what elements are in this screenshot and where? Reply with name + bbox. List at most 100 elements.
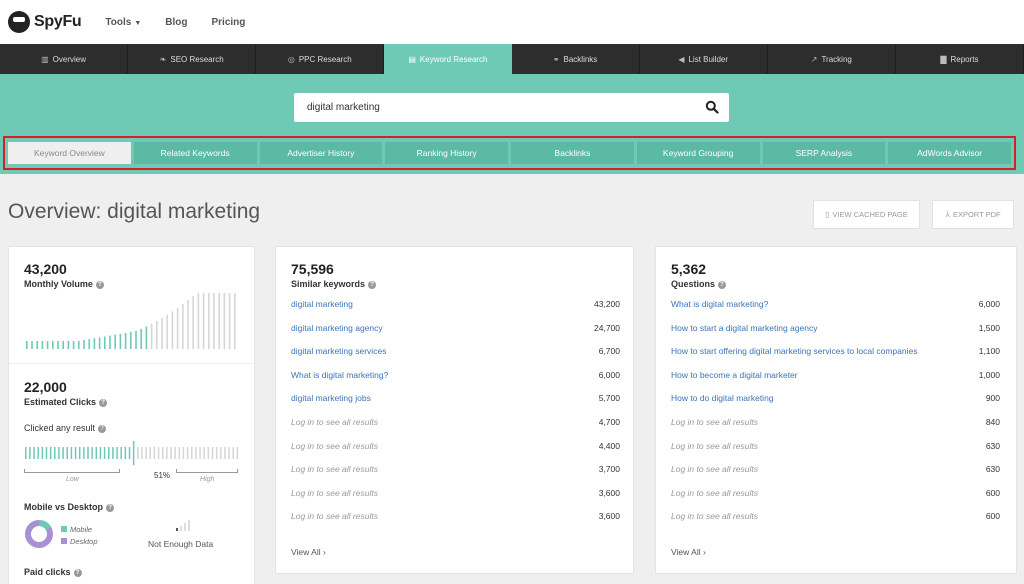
login-prompt[interactable]: Log in to see all results <box>291 511 378 522</box>
login-prompt[interactable]: Log in to see all results <box>671 440 758 451</box>
keyword-link[interactable]: digital marketing jobs <box>291 393 371 404</box>
keyword-link[interactable]: What is digital marketing? <box>671 299 769 309</box>
similar-count: 75,596 <box>291 261 334 277</box>
click-rate-tick <box>128 447 131 459</box>
tab-backlinks[interactable]: Backlinks <box>511 142 634 164</box>
high-range-line <box>176 469 238 473</box>
similar-header: 75,596 Similar keywords? <box>291 261 377 289</box>
list-item: Log in to see all results 840 <box>671 417 1000 441</box>
nav-reports[interactable]: ▇ Reports <box>896 44 1024 74</box>
paid-clicks-heading: Paid clicks? <box>24 567 82 577</box>
volume-bar <box>119 333 122 349</box>
monthly-volume: 43,200 Monthly Volume? <box>24 261 104 289</box>
tab-advertiser-history[interactable]: Advertiser History <box>259 142 383 164</box>
login-prompt[interactable]: Log in to see all results <box>671 487 758 498</box>
low-range-line <box>24 469 120 473</box>
login-prompt[interactable]: Log in to see all results <box>291 487 378 498</box>
login-prompt[interactable]: Log in to see all results <box>671 511 758 522</box>
click-rate-tick <box>116 447 118 459</box>
login-prompt[interactable]: Log in to see all results <box>671 464 758 475</box>
keyword-link[interactable]: How to become a digital marketer <box>671 369 798 380</box>
volume-bar <box>182 304 184 349</box>
search-volume: 1,000 <box>978 369 1000 380</box>
help-icon[interactable]: ? <box>98 424 107 433</box>
volume-bar <box>161 317 163 349</box>
click-range-scale: Low High 51% <box>24 467 239 485</box>
login-prompt[interactable]: Log in to see all results <box>291 464 378 475</box>
click-rate-tick <box>232 447 234 459</box>
tools-menu[interactable]: Tools ▼ <box>105 17 141 28</box>
tab-related-keywords[interactable]: Related Keywords <box>133 142 257 164</box>
click-rate-tick <box>124 447 127 459</box>
search-volume: 630 <box>985 440 1000 451</box>
pricing-link[interactable]: Pricing <box>211 16 246 28</box>
search-icon[interactable] <box>705 100 719 114</box>
keyword-link[interactable]: digital marketing <box>291 299 353 309</box>
list-item: Log in to see all results 4,700 <box>291 417 620 441</box>
help-icon[interactable]: ? <box>99 398 108 407</box>
mobile-swatch <box>61 526 67 532</box>
login-prompt[interactable]: Log in to see all results <box>291 416 378 427</box>
spyfu-logo[interactable]: SpyFu <box>8 11 82 33</box>
keyword-link[interactable]: How to start offering digital marketing … <box>671 346 918 357</box>
click-rate-tick <box>174 447 176 459</box>
volume-bar <box>62 341 64 349</box>
top-nav: Tools ▼ Blog Pricing <box>105 17 245 28</box>
volume-bar <box>78 341 80 349</box>
list-item: Log in to see all results 600 <box>671 488 1000 512</box>
search-volume: 5,700 <box>598 393 620 404</box>
search-input[interactable]: digital marketing <box>294 93 729 122</box>
bar-chart-icon: ▥ <box>41 54 49 64</box>
help-icon[interactable]: ? <box>73 568 82 577</box>
nav-overview[interactable]: ▥ Overview <box>0 44 129 74</box>
tab-adwords-advisor[interactable]: AdWords Advisor <box>888 142 1011 164</box>
tab-keyword-grouping[interactable]: Keyword Grouping <box>636 142 760 164</box>
click-rate-tick <box>203 447 205 459</box>
view-cached-page-button[interactable]: ▯ VIEW CACHED PAGE <box>813 200 920 229</box>
nav-ppc-research[interactable]: ◎ PPC Research <box>256 44 385 74</box>
megaphone-icon: ◀ <box>678 54 685 64</box>
search-volume: 6,000 <box>598 369 620 380</box>
help-icon[interactable]: ? <box>718 280 727 289</box>
view-cached-label: VIEW CACHED PAGE <box>832 210 908 219</box>
click-rate-tick <box>157 447 160 459</box>
search-volume: 3,600 <box>598 511 620 522</box>
keyword-link[interactable]: digital marketing agency <box>291 322 383 333</box>
nav-list-builder[interactable]: ◀ List Builder <box>640 44 768 74</box>
main-nav: ▥ Overview ❧ SEO Research ◎ PPC Research ▤ K… <box>0 44 1024 74</box>
help-icon[interactable]: ? <box>368 280 377 289</box>
blog-link[interactable]: Blog <box>165 16 188 28</box>
keyword-link[interactable]: digital marketing services <box>291 346 387 357</box>
keyword-link[interactable]: What is digital marketing? <box>291 369 389 380</box>
click-rate-tick <box>182 447 185 459</box>
volume-bar <box>114 334 116 349</box>
login-prompt[interactable]: Log in to see all results <box>291 440 378 451</box>
paid-clicks-label: Paid clicks <box>24 567 71 577</box>
tab-ranking-history[interactable]: Ranking History <box>385 142 508 164</box>
pdf-icon: ⅄ <box>945 210 950 219</box>
keyword-link[interactable]: How to do digital marketing <box>671 393 774 404</box>
search-band: digital marketing Keyword Overview Relat… <box>0 74 1024 174</box>
keyword-link[interactable]: How to start a digital marketing agency <box>671 322 818 333</box>
nav-keyword-research[interactable]: ▤ Keyword Research <box>384 44 512 74</box>
volume-bar <box>176 307 179 349</box>
tab-serp-analysis[interactable]: SERP Analysis <box>762 142 886 164</box>
questions-view-all-link[interactable]: View All › <box>671 547 706 557</box>
volume-bar <box>208 293 210 349</box>
tab-keyword-overview[interactable]: Keyword Overview <box>8 142 131 164</box>
similar-label: Similar keywords <box>291 279 366 289</box>
nav-tracking[interactable]: ↗ Tracking <box>768 44 896 74</box>
search-volume: 600 <box>985 487 1000 498</box>
similar-view-all-link[interactable]: View All › <box>291 547 326 557</box>
help-icon[interactable]: ? <box>106 503 115 512</box>
clicked-percent: 51% <box>154 471 171 480</box>
nav-seo-research[interactable]: ❧ SEO Research <box>128 44 257 74</box>
nav-backlinks[interactable]: ⚭ Backlinks <box>512 44 640 74</box>
help-icon[interactable]: ? <box>95 280 104 289</box>
login-prompt[interactable]: Log in to see all results <box>671 416 758 427</box>
click-rate-tick <box>228 447 230 459</box>
spy-icon <box>8 11 30 33</box>
click-rate-tick <box>37 447 39 459</box>
export-pdf-button[interactable]: ⅄ EXPORT PDF <box>932 200 1014 229</box>
desktop-swatch <box>61 538 67 544</box>
